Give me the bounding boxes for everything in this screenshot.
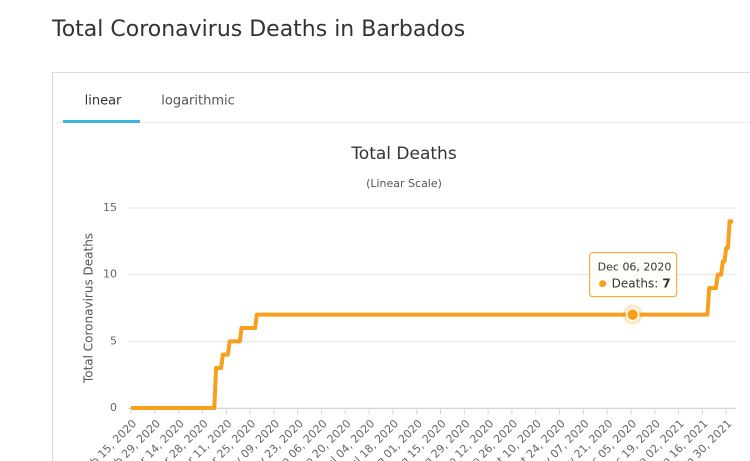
tooltip-label: Deaths: <box>612 276 659 290</box>
tooltip-number: 7 <box>662 276 670 290</box>
page-title: Total Coronavirus Deaths in Barbados <box>51 17 465 42</box>
y-tick-label: 5 <box>110 334 117 347</box>
tab[interactable]: linear <box>85 94 122 109</box>
tooltip-value: Deaths: 7 <box>612 276 671 290</box>
tooltip-box <box>589 252 678 298</box>
y-tick-label: 10 <box>103 268 117 281</box>
tooltip-date: Dec 06, 2020 <box>598 261 672 274</box>
y-tick-label: 15 <box>103 201 117 214</box>
active-tab-underline <box>63 120 140 123</box>
tooltip-dot <box>599 280 607 288</box>
y-tick-label: 0 <box>110 401 117 414</box>
tab[interactable]: logarithmic <box>161 94 235 109</box>
chart-subtitle: (Linear Scale) <box>366 177 442 190</box>
chart-title: Total Deaths <box>350 144 457 164</box>
hover-point <box>625 307 640 322</box>
y-axis-label: Total Coronavirus Deaths <box>82 233 96 384</box>
